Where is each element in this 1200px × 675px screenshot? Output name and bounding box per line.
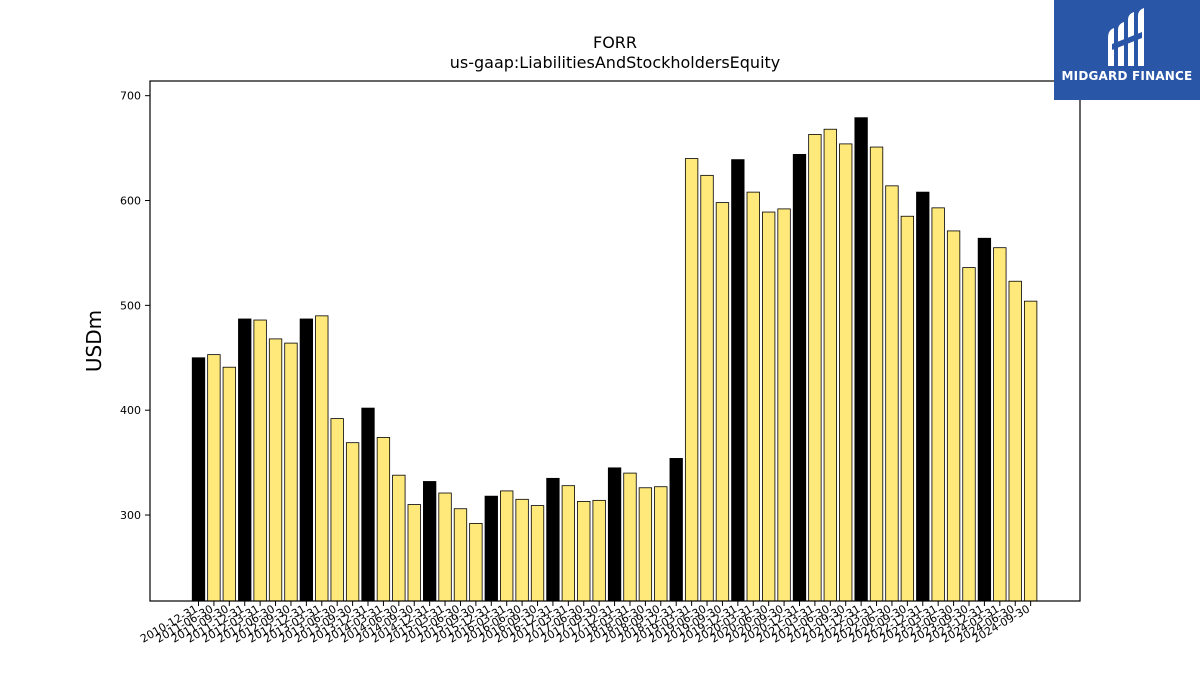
bar — [330, 418, 344, 602]
bar — [207, 354, 221, 602]
bar — [284, 342, 298, 602]
midgard-logo-icon — [1108, 8, 1144, 66]
bar — [916, 191, 930, 602]
bar — [623, 472, 637, 602]
y-axis-label: USDm — [82, 310, 106, 372]
bar — [715, 202, 730, 602]
bar — [792, 153, 807, 602]
bar — [977, 237, 992, 602]
bar — [222, 366, 236, 602]
chart-title: FORR — [592, 33, 638, 52]
y-tick-label: 700 — [120, 90, 141, 103]
bar — [823, 128, 837, 602]
bar — [731, 159, 745, 602]
bar — [438, 492, 452, 602]
bar — [469, 523, 483, 602]
bar — [869, 146, 884, 602]
bar — [931, 207, 945, 602]
bar — [422, 481, 437, 602]
bar — [962, 267, 976, 602]
bar — [315, 315, 329, 602]
bar — [546, 477, 560, 602]
bar — [700, 174, 714, 602]
y-tick-label: 400 — [120, 404, 141, 417]
bar — [854, 117, 868, 602]
bar — [1023, 300, 1038, 602]
bar — [777, 208, 791, 602]
bar — [993, 247, 1007, 602]
bar — [515, 498, 529, 602]
bar — [669, 458, 683, 602]
bar — [299, 318, 314, 602]
y-tick-label: 500 — [120, 299, 141, 312]
bar — [762, 211, 776, 602]
bar — [238, 318, 252, 602]
bar — [361, 407, 375, 602]
bar — [253, 319, 267, 602]
bar — [1008, 280, 1022, 602]
bar — [191, 357, 206, 602]
bar — [392, 474, 406, 602]
bar — [376, 437, 391, 602]
bar — [839, 143, 853, 602]
bar — [500, 490, 514, 602]
bar — [561, 485, 575, 602]
bar — [808, 134, 822, 602]
y-tick-label: 600 — [120, 195, 141, 208]
bar — [268, 338, 283, 602]
chart-subtitle: us-gaap:LiabilitiesAndStockholdersEquity — [449, 53, 781, 72]
bar — [453, 508, 468, 602]
bar — [946, 230, 961, 602]
midgard-finance-logo: MIDGARD FINANCE — [1054, 0, 1200, 100]
bar — [638, 487, 653, 602]
bar — [900, 215, 915, 602]
bar — [345, 442, 360, 602]
bar — [885, 185, 899, 602]
bar — [530, 505, 545, 602]
bar — [684, 158, 699, 602]
bar — [607, 467, 622, 602]
bar — [654, 486, 668, 602]
bar — [484, 495, 498, 602]
y-tick-label: 300 — [120, 509, 141, 522]
logo-wordmark: MIDGARD FINANCE — [1061, 69, 1193, 83]
bar — [746, 191, 760, 602]
bar — [577, 500, 591, 602]
bar — [592, 499, 606, 602]
bar — [407, 504, 421, 602]
